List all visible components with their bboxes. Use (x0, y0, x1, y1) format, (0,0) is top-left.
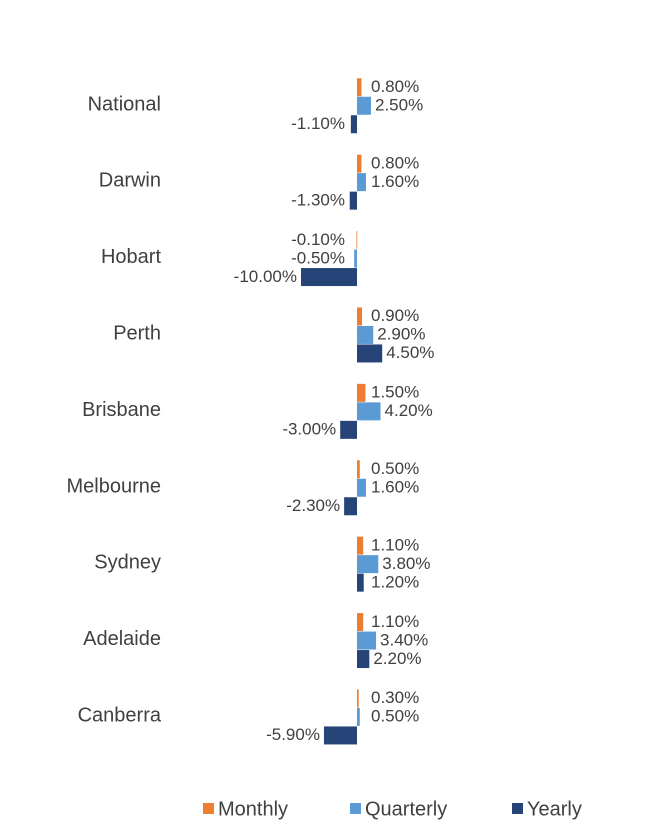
value-label: 2.50% (375, 95, 423, 114)
category-label: Perth (113, 322, 161, 344)
value-label: 0.50% (371, 459, 419, 478)
category-label: Hobart (101, 246, 161, 268)
value-label: 3.40% (380, 630, 428, 649)
bar (357, 325, 374, 344)
bar (357, 650, 370, 669)
value-label: -2.30% (286, 496, 340, 515)
category-label: Brisbane (82, 399, 161, 421)
bar (357, 689, 359, 708)
value-label: 1.60% (371, 172, 419, 191)
value-label: 3.80% (382, 554, 430, 573)
bar (357, 613, 364, 632)
bar (344, 497, 357, 516)
bar (357, 631, 377, 650)
value-label: 2.90% (377, 325, 425, 344)
bar (357, 78, 362, 97)
bar (301, 268, 357, 287)
legend-label: Monthly (218, 798, 288, 820)
legend-swatch (203, 803, 214, 814)
bar (323, 726, 357, 745)
legend-swatch (512, 803, 523, 814)
bar (357, 478, 366, 497)
bar (357, 707, 360, 726)
bar (357, 555, 379, 574)
value-label: -3.00% (282, 420, 336, 439)
value-label: 0.30% (371, 688, 419, 707)
bar (357, 573, 364, 592)
value-label: 1.60% (371, 477, 419, 496)
category-label: Darwin (99, 170, 161, 192)
bar (357, 344, 383, 363)
category-label: Sydney (94, 552, 161, 574)
value-label: 1.20% (371, 572, 419, 591)
category-label: National (88, 93, 161, 115)
bar (357, 402, 381, 421)
value-label: -5.90% (266, 725, 320, 744)
value-label: -1.30% (291, 190, 345, 209)
value-label: -10.00% (234, 267, 297, 286)
legend-label: Yearly (527, 798, 582, 820)
bar (356, 231, 358, 250)
bar (354, 249, 357, 268)
bar (357, 173, 366, 192)
value-label: -0.50% (291, 248, 345, 267)
value-label: 1.50% (371, 383, 419, 402)
bar (357, 460, 360, 479)
bar (357, 96, 371, 115)
value-label: 0.80% (371, 77, 419, 96)
value-label: 0.80% (371, 153, 419, 172)
value-label: 4.20% (385, 401, 433, 420)
value-label: 0.50% (371, 707, 419, 726)
bar (349, 191, 357, 210)
bar (357, 154, 362, 173)
legend-label: Quarterly (365, 798, 447, 820)
bar (357, 536, 364, 555)
legend-swatch (350, 803, 361, 814)
value-label: -1.10% (291, 114, 345, 133)
category-label: Canberra (78, 704, 162, 726)
value-label: 4.50% (386, 343, 434, 362)
value-label: 1.10% (371, 535, 419, 554)
bar (357, 383, 366, 402)
bar (340, 420, 357, 439)
category-label: Adelaide (83, 628, 161, 650)
value-label: 0.90% (371, 306, 419, 325)
value-label: 2.20% (373, 649, 421, 668)
category-label: Melbourne (66, 475, 161, 497)
bar (350, 115, 357, 134)
bar (357, 307, 363, 326)
value-label: -0.10% (291, 230, 345, 249)
value-label: 1.10% (371, 612, 419, 631)
